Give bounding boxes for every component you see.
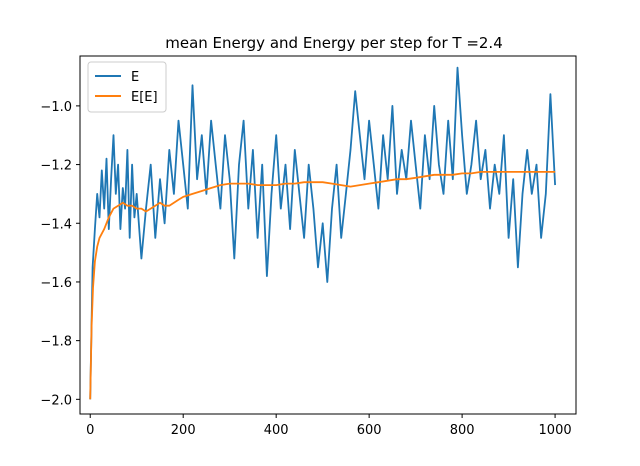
x-tick-label: 200	[171, 423, 196, 438]
y-tick-label: −1.4	[40, 217, 72, 232]
plot-frame	[79, 55, 577, 415]
x-tick-label: 400	[264, 423, 289, 438]
legend: E E[E]	[87, 61, 167, 113]
series-line-1	[89, 170, 556, 400]
legend-label: E	[131, 70, 139, 85]
x-tick-label: 1000	[539, 423, 572, 438]
y-tick-label: −1.0	[40, 100, 72, 115]
x-tick-label: 800	[450, 423, 475, 438]
x-tick-label: 600	[357, 423, 382, 438]
y-tick-label: −1.2	[40, 159, 72, 174]
y-tick-label: −2.0	[40, 393, 72, 408]
chart-title: mean Energy and Energy per step for T =2…	[165, 34, 503, 52]
y-axis: −2.0 −1.8 −1.6 −1.4 −1.2 −1.0	[40, 100, 80, 408]
y-tick-label: −1.8	[40, 335, 72, 350]
x-tick-label: 0	[86, 423, 94, 438]
series-line-0	[89, 66, 556, 400]
series-layer	[89, 66, 556, 400]
legend-label: E[E]	[131, 90, 158, 105]
x-axis: 0 200 400 600 800 1000	[86, 414, 572, 438]
y-tick-label: −1.6	[40, 276, 72, 291]
legend-box	[87, 61, 167, 113]
